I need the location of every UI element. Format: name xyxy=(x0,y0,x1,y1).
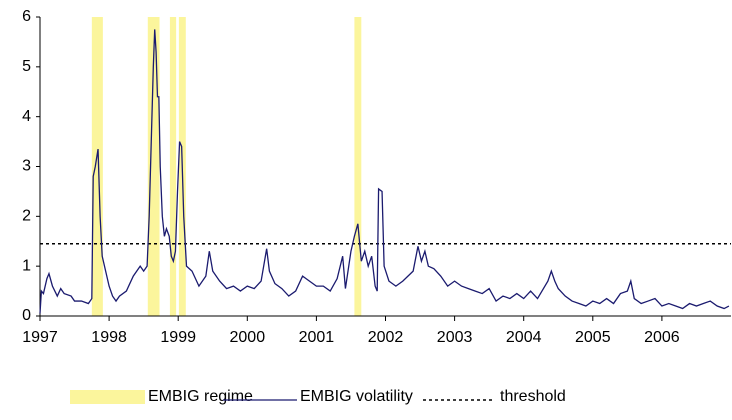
y-tick-label: 6 xyxy=(22,8,31,25)
regime-band xyxy=(354,17,362,316)
x-tick-label: 2000 xyxy=(230,329,266,346)
x-tick-label: 2002 xyxy=(368,329,404,346)
x-tick-label: 2004 xyxy=(506,329,542,346)
x-tick-label: 2005 xyxy=(575,329,611,346)
regime-band xyxy=(147,17,160,316)
y-tick-label: 0 xyxy=(22,307,31,324)
volatility-line xyxy=(39,29,730,314)
legend-label: EMBIG volatility xyxy=(300,388,413,405)
y-tick-label: 2 xyxy=(22,208,31,225)
legend-swatch xyxy=(70,390,145,404)
y-tick-label: 4 xyxy=(22,108,31,125)
x-tick-label: 1999 xyxy=(160,329,196,346)
x-tick-label: 1997 xyxy=(22,329,58,346)
x-tick-label: 2003 xyxy=(437,329,473,346)
y-tick-label: 5 xyxy=(22,58,31,75)
legend-label: EMBIG regime xyxy=(148,388,253,405)
regime-band xyxy=(91,17,103,316)
regime-band xyxy=(169,17,177,316)
y-tick-label: 3 xyxy=(22,158,31,175)
legend-label: threshold xyxy=(500,388,566,405)
x-tick-label: 2006 xyxy=(644,329,680,346)
x-tick-label: 1998 xyxy=(91,329,127,346)
y-tick-label: 1 xyxy=(22,257,31,274)
x-tick-label: 2001 xyxy=(299,329,335,346)
